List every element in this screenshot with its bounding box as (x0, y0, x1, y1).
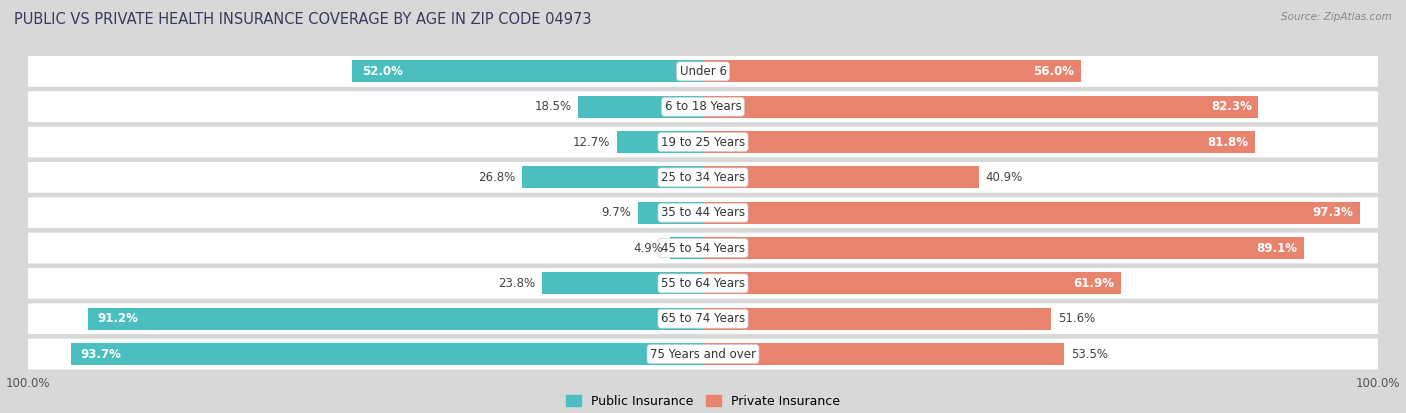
Bar (637, 202, 703, 224)
Text: 12.7%: 12.7% (574, 135, 610, 149)
Text: 4.9%: 4.9% (633, 242, 664, 254)
Bar (522, 166, 703, 188)
Bar (703, 96, 1258, 118)
Text: 75 Years and over: 75 Years and over (650, 347, 756, 361)
Text: PUBLIC VS PRIVATE HEALTH INSURANCE COVERAGE BY AGE IN ZIP CODE 04973: PUBLIC VS PRIVATE HEALTH INSURANCE COVER… (14, 12, 592, 27)
FancyBboxPatch shape (28, 197, 1378, 228)
Bar (669, 237, 703, 259)
Bar (578, 96, 703, 118)
Bar (543, 273, 703, 294)
Text: 52.0%: 52.0% (363, 65, 404, 78)
Text: 19 to 25 Years: 19 to 25 Years (661, 135, 745, 149)
Text: 6 to 18 Years: 6 to 18 Years (665, 100, 741, 113)
Bar (703, 166, 979, 188)
Bar (703, 273, 1121, 294)
Text: 93.7%: 93.7% (80, 347, 122, 361)
Text: 56.0%: 56.0% (1033, 65, 1074, 78)
Text: 53.5%: 53.5% (1071, 347, 1108, 361)
Text: 81.8%: 81.8% (1208, 135, 1249, 149)
Bar (352, 60, 703, 82)
Text: 65 to 74 Years: 65 to 74 Years (661, 312, 745, 325)
Bar (703, 202, 1360, 224)
Text: 9.7%: 9.7% (600, 206, 631, 219)
Text: 18.5%: 18.5% (534, 100, 571, 113)
Text: 89.1%: 89.1% (1257, 242, 1298, 254)
Text: 26.8%: 26.8% (478, 171, 516, 184)
FancyBboxPatch shape (28, 303, 1378, 334)
Text: 45 to 54 Years: 45 to 54 Years (661, 242, 745, 254)
Text: 91.2%: 91.2% (97, 312, 139, 325)
Bar (70, 343, 703, 365)
Text: 61.9%: 61.9% (1073, 277, 1114, 290)
Bar (87, 308, 703, 330)
Legend: Public Insurance, Private Insurance: Public Insurance, Private Insurance (561, 390, 845, 413)
Bar (703, 131, 1256, 153)
Text: 97.3%: 97.3% (1312, 206, 1353, 219)
Bar (703, 343, 1064, 365)
FancyBboxPatch shape (28, 127, 1378, 157)
Text: 51.6%: 51.6% (1057, 312, 1095, 325)
FancyBboxPatch shape (28, 56, 1378, 87)
Text: 25 to 34 Years: 25 to 34 Years (661, 171, 745, 184)
Text: Source: ZipAtlas.com: Source: ZipAtlas.com (1281, 12, 1392, 22)
FancyBboxPatch shape (28, 162, 1378, 193)
Text: 35 to 44 Years: 35 to 44 Years (661, 206, 745, 219)
FancyBboxPatch shape (28, 233, 1378, 263)
Text: 82.3%: 82.3% (1211, 100, 1251, 113)
FancyBboxPatch shape (28, 91, 1378, 122)
Text: 55 to 64 Years: 55 to 64 Years (661, 277, 745, 290)
FancyBboxPatch shape (28, 339, 1378, 369)
FancyBboxPatch shape (28, 268, 1378, 299)
Bar (703, 237, 1305, 259)
Text: Under 6: Under 6 (679, 65, 727, 78)
Text: 40.9%: 40.9% (986, 171, 1024, 184)
Bar (703, 60, 1081, 82)
Text: 23.8%: 23.8% (499, 277, 536, 290)
Bar (703, 308, 1052, 330)
Bar (617, 131, 703, 153)
